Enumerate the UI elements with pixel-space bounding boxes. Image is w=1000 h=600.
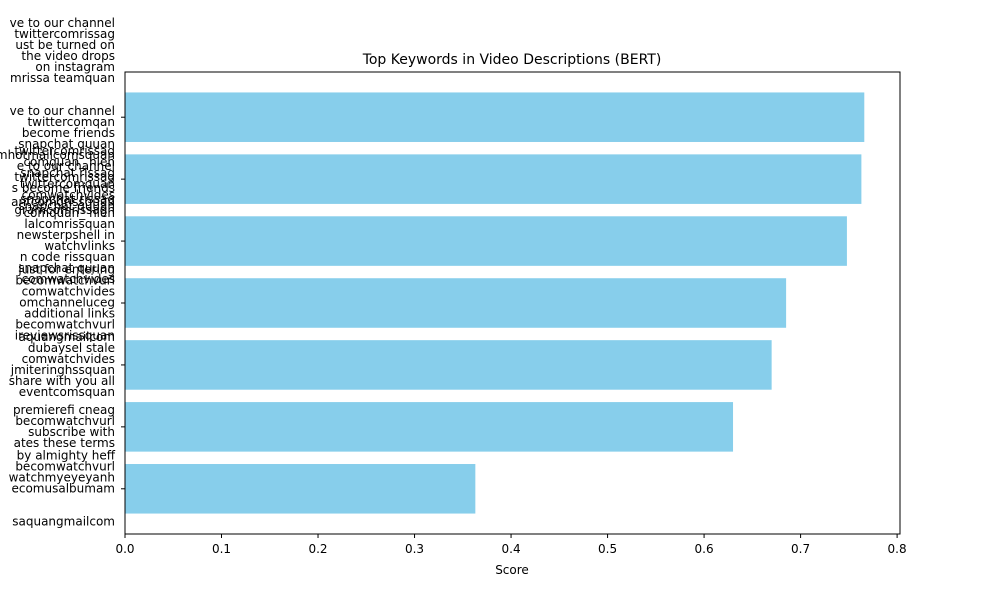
bar (125, 278, 787, 328)
x-tick-label: 0.4 (502, 542, 521, 556)
y-tick-label: just for entering becomwatchvurl comwatc… (14, 262, 115, 343)
x-axis-label: Score (495, 563, 529, 577)
chart-title: Top Keywords in Video Descriptions (BERT… (362, 52, 662, 68)
bar (125, 340, 772, 390)
x-tick-label: 0.6 (695, 542, 714, 556)
bar (125, 464, 476, 514)
x-tick-label: 0.2 (308, 542, 327, 556)
bar (125, 92, 865, 142)
y-tick-label: twittercomrissag comquan_ hien snapchat … (14, 144, 115, 214)
x-tick-label: 0.8 (888, 542, 907, 556)
y-tick-label: ve to our channel twittercomrissag ust b… (0, 16, 115, 218)
y-tick-label: aquangmailcom dubaysel stale comwatchvid… (8, 329, 115, 399)
y-tick-label: by almighty heff becomwatchvurl watchmye… (8, 448, 115, 529)
bar (125, 154, 862, 204)
x-tick-label: 0.0 (115, 542, 134, 556)
bar (125, 402, 734, 452)
bar (125, 216, 847, 266)
plot-frame (124, 71, 901, 535)
x-tick-label: 0.1 (212, 542, 231, 556)
x-tick-label: 0.7 (791, 542, 810, 556)
y-tick-label: antcomgrissquan comquan_ hien lalcomriss… (11, 195, 115, 287)
y-tick-label: premierefi cneag becomwatchvurl subscrib… (12, 402, 115, 450)
x-tick-label: 0.5 (598, 542, 617, 556)
x-tick-label: 0.3 (405, 542, 424, 556)
